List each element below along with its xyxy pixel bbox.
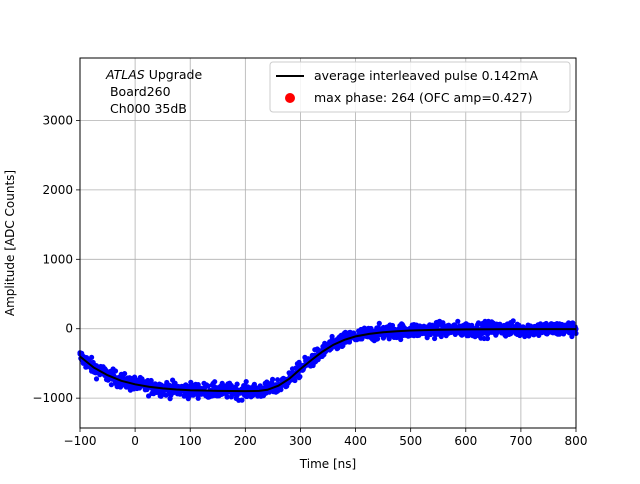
annotation-line-2: Board260 bbox=[106, 84, 171, 99]
legend-label-average: average interleaved pulse 0.142mA bbox=[314, 68, 539, 83]
sample-point bbox=[389, 322, 396, 329]
sample-point bbox=[335, 345, 341, 351]
sample-point bbox=[195, 395, 201, 401]
legend-marker-swatch bbox=[285, 93, 295, 103]
x-tick-label: −100 bbox=[64, 434, 97, 448]
sample-point bbox=[292, 377, 298, 384]
sample-point bbox=[455, 318, 461, 324]
x-tick-label: 500 bbox=[399, 434, 422, 448]
sample-point bbox=[438, 333, 444, 340]
y-tick-label: 1000 bbox=[42, 252, 73, 266]
sample-point bbox=[93, 376, 100, 382]
sample-point bbox=[224, 394, 230, 400]
x-tick-label: 300 bbox=[289, 434, 312, 448]
y-tick-label: 3000 bbox=[42, 113, 73, 127]
y-axis-label: Amplitude [ADC Counts] bbox=[3, 170, 17, 316]
sample-point bbox=[376, 320, 382, 326]
sample-point bbox=[89, 354, 95, 360]
sample-point bbox=[497, 321, 503, 327]
x-tick-label: 200 bbox=[234, 434, 257, 448]
x-axis-label: Time [ns] bbox=[299, 457, 356, 471]
sample-point bbox=[148, 377, 154, 384]
sample-point bbox=[112, 368, 119, 374]
average-pulse-line bbox=[79, 328, 576, 393]
sample-point bbox=[570, 320, 576, 326]
sample-point bbox=[510, 318, 516, 324]
sample-point bbox=[432, 335, 438, 342]
x-tick-label: 400 bbox=[344, 434, 367, 448]
legend: average interleaved pulse 0.142mA max ph… bbox=[269, 61, 571, 113]
x-tick-label: 0 bbox=[131, 434, 139, 448]
sample-point bbox=[228, 382, 234, 389]
x-tick-label: 100 bbox=[179, 434, 202, 448]
y-axis: −1000 0 1000 2000 3000 bbox=[32, 113, 80, 405]
plot-frame bbox=[79, 57, 577, 429]
x-axis: −100 0 100 200 300 400 500 600 700 800 bbox=[64, 428, 588, 448]
y-tick-label: 0 bbox=[65, 322, 73, 336]
sample-point bbox=[212, 379, 218, 385]
sample-point bbox=[108, 382, 114, 388]
x-tick-label: 800 bbox=[565, 434, 588, 448]
legend-box bbox=[269, 61, 571, 113]
x-tick-label: 600 bbox=[454, 434, 477, 448]
sample-point bbox=[424, 335, 430, 341]
annotation-line-3: Ch000 35dB bbox=[106, 101, 187, 116]
sample-point bbox=[275, 377, 281, 383]
sample-point bbox=[122, 371, 128, 377]
sample-point bbox=[278, 387, 284, 393]
sample-point bbox=[484, 335, 491, 342]
sample-point bbox=[270, 376, 276, 382]
annotation: ATLAS Upgrade Board260 Ch000 35dB bbox=[105, 67, 202, 116]
sample-point bbox=[398, 336, 404, 343]
x-tick-label: 700 bbox=[509, 434, 532, 448]
annotation-upgrade: Upgrade bbox=[145, 67, 203, 82]
sample-point bbox=[163, 392, 169, 398]
sample-point bbox=[243, 379, 249, 385]
sample-point bbox=[375, 336, 381, 342]
sample-point bbox=[234, 381, 240, 387]
legend-label-max-phase: max phase: 264 (OFC amp=0.427) bbox=[314, 90, 532, 105]
y-tick-label: 2000 bbox=[42, 183, 73, 197]
sample-point bbox=[297, 374, 303, 380]
sample-point bbox=[205, 383, 211, 389]
annotation-line-1: ATLAS Upgrade bbox=[105, 67, 202, 82]
annotation-atlas: ATLAS bbox=[105, 67, 145, 82]
sample-point bbox=[239, 397, 245, 403]
sample-point bbox=[440, 320, 446, 326]
y-tick-label: −1000 bbox=[32, 391, 73, 405]
